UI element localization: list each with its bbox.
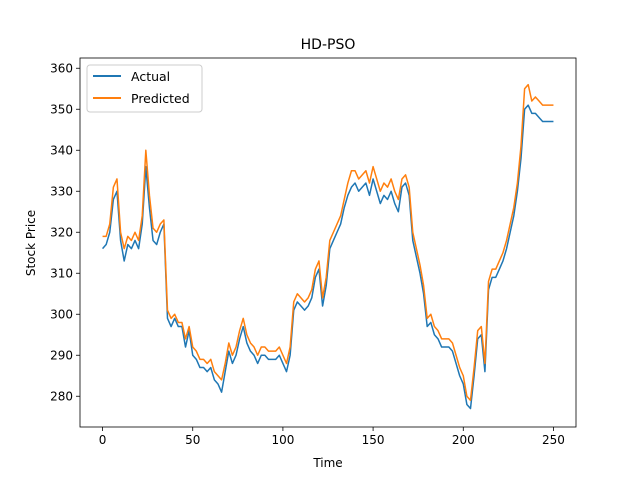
- x-tick-label: 0: [99, 433, 107, 447]
- legend-label-actual: Actual: [131, 69, 170, 84]
- y-axis-label: Stock Price: [24, 210, 38, 276]
- y-tick-label: 350: [50, 102, 73, 116]
- legend-label-predicted: Predicted: [131, 91, 190, 106]
- y-tick-label: 320: [50, 225, 73, 239]
- x-tick-label: 100: [271, 433, 294, 447]
- x-axis: 0 50 100 150 200 250: [99, 427, 565, 447]
- plot-frame: [79, 57, 577, 428]
- series-line-predicted: [102, 83, 554, 402]
- y-tick-label: 300: [50, 307, 73, 321]
- series-line-actual: [101, 104, 554, 410]
- y-tick-label: 340: [50, 143, 73, 157]
- y-axis: 280 290 300 310 320 330 340 350 360: [50, 61, 80, 403]
- legend: Actual Predicted: [86, 64, 203, 113]
- y-tick-label: 330: [50, 184, 73, 198]
- x-tick-label: 50: [185, 433, 200, 447]
- x-tick-label: 150: [362, 433, 385, 447]
- y-tick-label: 310: [50, 266, 73, 280]
- y-tick-label: 360: [50, 61, 73, 75]
- chart-title: HD-PSO: [301, 37, 356, 53]
- y-tick-label: 290: [50, 348, 73, 362]
- y-tick-label: 280: [50, 389, 73, 403]
- x-tick-label: 200: [452, 433, 475, 447]
- x-tick-label: 250: [542, 433, 565, 447]
- x-axis-label: Time: [312, 456, 342, 470]
- plot-area: [79, 57, 577, 428]
